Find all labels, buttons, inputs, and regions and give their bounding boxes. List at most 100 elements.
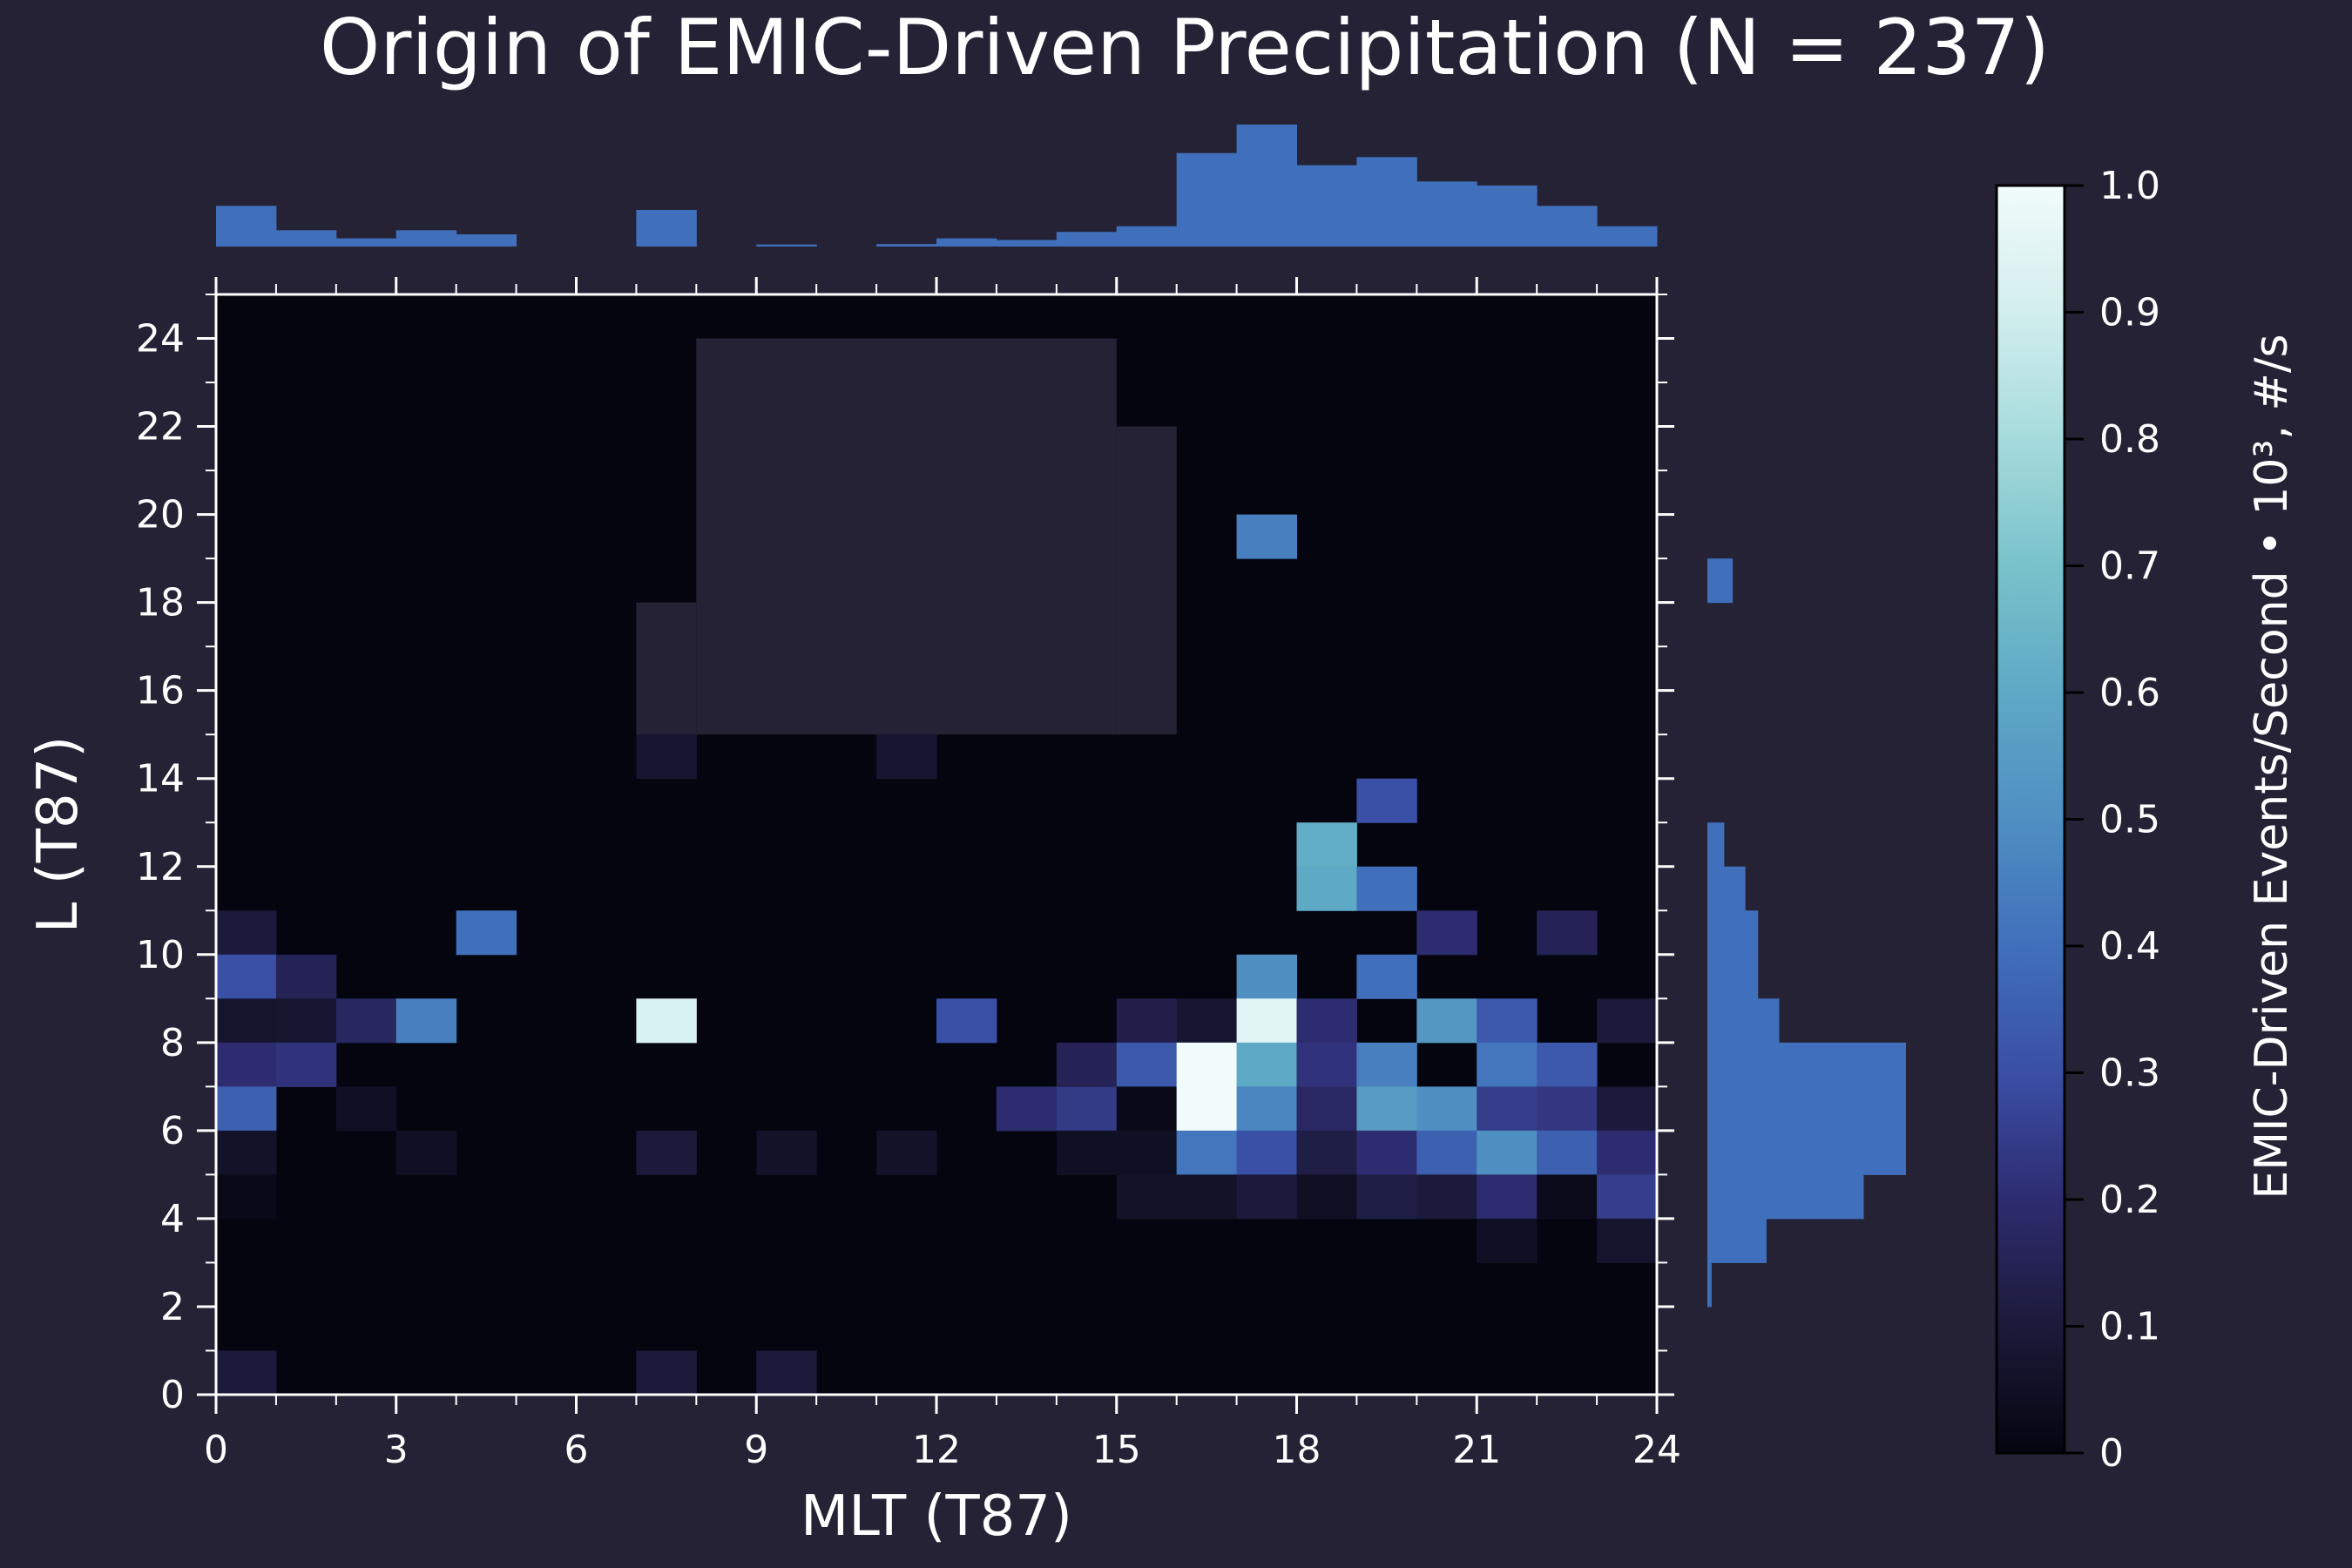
marginal-y-bar: [1707, 998, 1780, 1044]
y-tick-label: 6: [160, 1109, 185, 1153]
marginal-y-bar: [1707, 1262, 1712, 1308]
heatmap-cell: [1116, 998, 1178, 1044]
heatmap-cell: [1597, 1130, 1658, 1175]
heatmap-cell: [636, 1130, 697, 1175]
heatmap-cell: [1176, 1042, 1238, 1087]
heatmap-cell: [216, 954, 277, 999]
heatmap-cell: [1236, 1042, 1297, 1087]
no-data-regions: [636, 338, 1177, 735]
marginal-histogram-x: [216, 125, 1658, 247]
heatmap-cell: [1176, 1086, 1238, 1132]
heatmap-cell: [1477, 1086, 1538, 1132]
marginal-x-bar: [636, 210, 697, 247]
heatmap-cell: [275, 1042, 337, 1087]
marginal-x-bar: [395, 230, 457, 247]
heatmap-cell: [936, 998, 997, 1044]
heatmap-cell: [1356, 866, 1417, 911]
marginal-y-bar: [1707, 954, 1759, 999]
y-tick-label: 8: [160, 1021, 185, 1065]
marginal-x-bar: [1477, 186, 1538, 247]
marginal-y-bar: [1707, 558, 1734, 604]
heatmap-cell: [1236, 1174, 1297, 1220]
marginal-y-bar: [1707, 1086, 1906, 1132]
heatmap-cell: [1597, 1086, 1658, 1132]
colorbar-tick-label: 0.4: [2099, 924, 2160, 969]
heatmap-cell: [1356, 1130, 1417, 1175]
heatmap-cell: [1537, 1174, 1598, 1220]
heatmap-cell: [1477, 1130, 1538, 1175]
heatmap-cell: [1056, 1130, 1118, 1175]
y-tick-label: 16: [136, 669, 185, 713]
marginal-x-bar: [1176, 152, 1238, 247]
colorbar-tick-label: 0.2: [2099, 1178, 2160, 1222]
marginal-x-bar: [216, 206, 277, 247]
marginal-x-bar: [1537, 206, 1598, 247]
colorbar-tick-label: 0.3: [2099, 1051, 2160, 1096]
colorbar-tick-label: 0.6: [2099, 671, 2160, 715]
heatmap-cell: [1356, 1042, 1417, 1087]
heatmap-cell: [636, 998, 697, 1044]
x-tick-label: 21: [1452, 1428, 1501, 1472]
colorbar-tick-label: 0: [2099, 1431, 2124, 1476]
heatmap-cell: [636, 734, 697, 780]
y-axis-label: L (T87): [26, 736, 91, 933]
heatmap-cell: [1296, 866, 1357, 911]
marginal-y-bar: [1707, 866, 1746, 911]
heatmap-cell: [275, 998, 337, 1044]
heatmap-cell: [876, 1130, 937, 1175]
marginal-x-bar: [936, 238, 997, 247]
heatmap-cell: [1056, 1042, 1118, 1087]
heatmap-cell: [216, 1042, 277, 1087]
heatmap-cells: [216, 514, 1658, 1396]
marginal-y-bar: [1707, 1218, 1767, 1263]
y-tick-label: 2: [160, 1285, 185, 1329]
y-tick-label: 14: [136, 757, 185, 801]
heatmap-cell: [1597, 1218, 1658, 1263]
heatmap-cell: [636, 1350, 697, 1396]
marginal-x-bar: [876, 244, 937, 247]
colorbar-ticks: 0 0.1 0.2 0.3 0.4 0.5 0.6 0.7 0.8 0.9 1.0: [2065, 164, 2160, 1476]
heatmap-cell: [335, 1086, 397, 1132]
y-tick-label: 4: [160, 1197, 185, 1241]
colorbar-label: EMIC-Driven Events/Second • 10³, #/s: [2246, 334, 2298, 1199]
x-axis-label: MLT (T87): [801, 1484, 1072, 1549]
colorbar-tick-label: 0.1: [2099, 1305, 2160, 1349]
heatmap-cell: [1537, 1042, 1598, 1087]
heatmap-cell: [1537, 1086, 1598, 1132]
marginal-x-bar: [456, 234, 517, 247]
x-tick-label: 9: [744, 1428, 768, 1472]
y-tick-label: 20: [136, 493, 185, 537]
heatmap-cell: [1477, 1042, 1538, 1087]
heatmap-cell: [996, 1086, 1058, 1132]
marginal-x-bar: [1416, 181, 1477, 247]
marginal-x-bar: [1296, 165, 1357, 247]
heatmap-cell: [1176, 1130, 1238, 1175]
no-data-region: [696, 338, 1117, 735]
marginal-x-bar: [1236, 125, 1297, 247]
no-data-region: [636, 602, 697, 735]
heatmap-cell: [1416, 1174, 1477, 1220]
marginal-y-bar: [1707, 910, 1759, 956]
y-tick-label: 18: [136, 581, 185, 625]
heatmap-cell: [216, 1174, 277, 1220]
heatmap-cell: [1116, 1042, 1178, 1087]
marginal-y-bar: [1707, 822, 1725, 868]
heatmap-cell: [1296, 1174, 1357, 1220]
heatmap-cell: [1236, 1130, 1297, 1175]
heatmap-cell: [756, 1350, 817, 1396]
colorbar-tick-label: 0.9: [2099, 291, 2160, 335]
heatmap-cell: [1296, 1086, 1357, 1132]
heatmap-cell: [1236, 514, 1297, 559]
heatmap-cell: [456, 910, 517, 956]
colorbar-tick-label: 0.5: [2099, 798, 2160, 842]
heatmap-cell: [1296, 1042, 1357, 1087]
y-tick-label: 12: [136, 845, 185, 889]
heatmap-cell: [1236, 954, 1297, 999]
marginal-y-bar: [1707, 1042, 1906, 1087]
heatmap-cell: [395, 998, 457, 1044]
heatmap-cell: [1477, 1174, 1538, 1220]
heatmap-cell: [1597, 1174, 1658, 1220]
heatmap-cell: [1356, 954, 1417, 999]
